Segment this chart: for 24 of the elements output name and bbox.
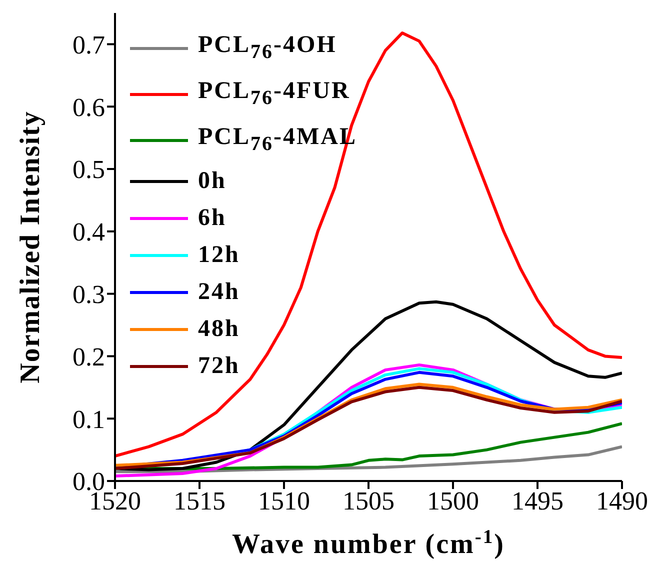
y-tick-label: 0.3 [72, 280, 105, 310]
x-tick-label: 1515 [174, 486, 226, 516]
legend-label: PCL$_{76}$-4OH [198, 32, 337, 64]
legend-label: 6h [198, 205, 226, 232]
y-tick-label: 0.2 [72, 342, 105, 372]
x-tick-label: 1500 [427, 486, 479, 516]
y-tick-label: 0.4 [72, 218, 105, 247]
legend-label: PCL$_{76}$-4FUR [198, 78, 350, 110]
line-series [115, 31, 622, 458]
y-tick-label: 0.7 [72, 30, 105, 60]
legend-label: 24h [198, 279, 240, 306]
legend-label: 72h [198, 353, 240, 380]
x-tick-label: 1495 [512, 486, 564, 516]
y-tick-label: 0.6 [72, 92, 105, 122]
y-tick-label: 0.5 [72, 155, 105, 184]
legend-label: 12h [198, 242, 240, 269]
legend-label: 48h [198, 316, 240, 343]
y-tick-label: 0.1 [72, 404, 105, 434]
x-tick-label: 1510 [258, 486, 310, 516]
y-axis-title: Normalized Intensity [14, 110, 46, 384]
x-tick-label: 1505 [342, 486, 394, 516]
x-tick-label: 1490 [596, 486, 648, 516]
x-axis-title: Wave number (cm$^{-1}$) [232, 526, 506, 560]
legend-label: 0h [198, 168, 226, 195]
